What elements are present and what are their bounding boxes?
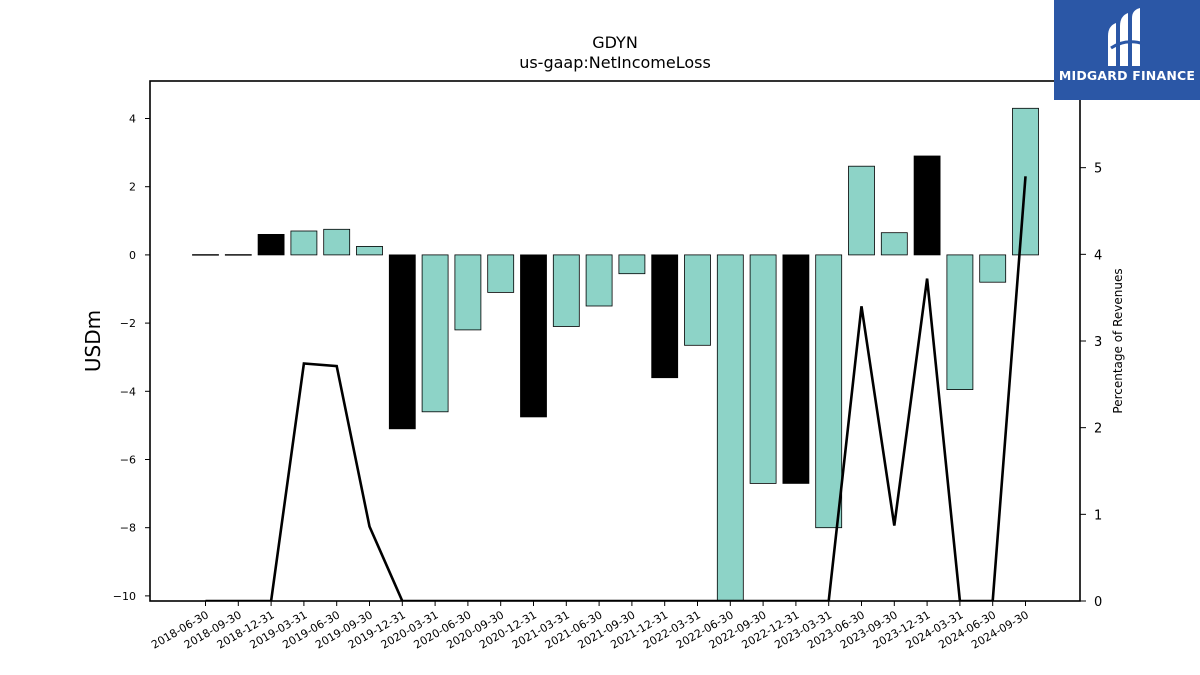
y-tick-label: 2 <box>129 181 136 194</box>
bar-2021-09-30 <box>618 254 646 275</box>
bar-2022-12-31 <box>782 254 810 484</box>
y2-tick-label: 1 <box>1094 508 1102 523</box>
chart-subtitle: us-gaap:NetIncomeLoss <box>519 53 711 72</box>
y2-tick-label: 3 <box>1094 335 1102 350</box>
series-line-percentage-of-revenues <box>205 176 1027 601</box>
bar-2020-06-30 <box>454 254 482 331</box>
midgard-logo-icon <box>1108 8 1145 66</box>
y-tick-label: −2 <box>120 317 136 330</box>
bar-2018-09-30 <box>224 254 252 256</box>
bar-2018-12-31 <box>257 233 285 256</box>
y-tick-label: −8 <box>120 522 136 535</box>
plot-frame <box>149 80 1081 602</box>
chart-title: GDYN <box>592 33 638 52</box>
bar-2023-03-31 <box>815 254 843 529</box>
y2-tick-label: 0 <box>1094 595 1102 610</box>
y-tick-label: −10 <box>113 590 136 603</box>
y-tick-label: −6 <box>120 453 136 466</box>
bar-2020-09-30 <box>487 254 515 293</box>
bar-2021-03-31 <box>552 254 580 327</box>
y2-tick-label: 2 <box>1094 422 1102 437</box>
y-tick-label: −4 <box>120 385 136 398</box>
bar-2020-03-31 <box>421 254 449 413</box>
bar-2021-12-31 <box>651 254 679 379</box>
bar-2018-06-30 <box>192 254 219 256</box>
bar-2019-12-31 <box>388 254 416 430</box>
y-tick-label: 4 <box>129 113 136 126</box>
bar-2023-12-31 <box>913 155 941 256</box>
bar-2019-06-30 <box>323 228 351 256</box>
y2-axis-label: Percentage of Revenues <box>1111 268 1125 413</box>
bar-2023-09-30 <box>880 232 908 256</box>
bar-2023-06-30 <box>848 165 875 256</box>
y2-tick-label: 4 <box>1094 248 1102 263</box>
y-tick-label: 0 <box>129 249 136 262</box>
bar-2021-06-30 <box>585 254 613 307</box>
y2-tick-label: 5 <box>1094 162 1102 177</box>
bar-2019-03-31 <box>290 230 318 256</box>
brand-name: MIDGARD FINANCE <box>1058 68 1196 83</box>
bar-2019-09-30 <box>356 245 383 256</box>
bar-2020-12-31 <box>520 254 547 418</box>
y-axis-label: USDm <box>81 310 105 372</box>
bar-2022-06-30 <box>716 254 744 602</box>
bar-2022-09-30 <box>749 254 777 484</box>
brand-logo: MIDGARD FINANCE <box>1054 0 1200 100</box>
bar-2024-06-30 <box>979 254 1007 283</box>
bar-2022-03-31 <box>684 254 711 346</box>
bar-2024-03-31 <box>946 254 974 390</box>
